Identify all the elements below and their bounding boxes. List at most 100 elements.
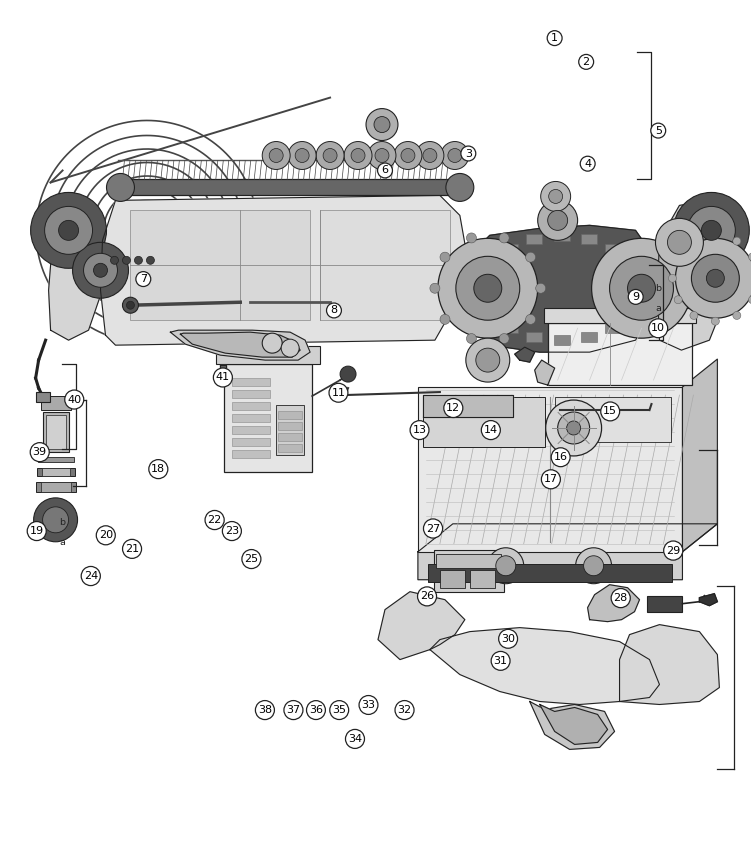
Polygon shape: [657, 201, 726, 350]
Bar: [475, 275, 491, 284]
Polygon shape: [49, 202, 105, 340]
Bar: [502, 323, 518, 333]
Bar: [232, 378, 270, 386]
Circle shape: [340, 366, 356, 383]
Circle shape: [375, 149, 389, 162]
Bar: [41, 396, 71, 410]
Circle shape: [748, 252, 752, 261]
Text: 6: 6: [381, 166, 389, 175]
Text: 9: 9: [632, 292, 639, 302]
Bar: [278, 411, 302, 419]
Circle shape: [474, 275, 502, 303]
Bar: [632, 275, 648, 284]
Bar: [553, 335, 570, 345]
Bar: [484, 258, 501, 267]
Circle shape: [584, 556, 604, 575]
Text: 27: 27: [426, 524, 440, 534]
Text: 5: 5: [655, 126, 662, 136]
Bar: [232, 402, 270, 410]
Circle shape: [366, 109, 398, 140]
Circle shape: [675, 296, 682, 303]
Polygon shape: [101, 196, 468, 345]
Circle shape: [496, 556, 516, 575]
Bar: [470, 570, 495, 587]
Polygon shape: [423, 395, 513, 417]
Polygon shape: [587, 585, 639, 621]
Text: 14: 14: [484, 425, 498, 435]
Circle shape: [135, 257, 142, 264]
Text: 32: 32: [398, 705, 411, 715]
Circle shape: [541, 181, 571, 212]
Circle shape: [323, 149, 337, 162]
Text: a: a: [655, 304, 661, 314]
Circle shape: [733, 311, 741, 320]
Circle shape: [675, 252, 682, 261]
Text: 19: 19: [29, 526, 44, 536]
Bar: [623, 258, 638, 267]
Circle shape: [538, 201, 578, 241]
Circle shape: [401, 149, 415, 162]
Text: b: b: [655, 284, 661, 293]
Text: 39: 39: [32, 447, 47, 457]
Circle shape: [416, 141, 444, 169]
Text: 8: 8: [330, 305, 338, 315]
Circle shape: [281, 339, 299, 357]
Circle shape: [691, 254, 739, 303]
Circle shape: [466, 333, 477, 343]
Bar: [37, 468, 74, 476]
Bar: [547, 323, 693, 385]
Bar: [276, 405, 304, 455]
Circle shape: [610, 257, 674, 320]
Circle shape: [592, 238, 691, 338]
Circle shape: [423, 149, 437, 162]
Bar: [434, 550, 504, 592]
Circle shape: [546, 400, 602, 456]
Text: 34: 34: [348, 734, 362, 744]
Bar: [418, 387, 682, 552]
Bar: [423, 397, 544, 447]
Bar: [581, 332, 597, 342]
Polygon shape: [378, 592, 465, 660]
Text: 2: 2: [583, 57, 590, 67]
Circle shape: [262, 333, 282, 353]
Circle shape: [440, 252, 450, 262]
Text: 10: 10: [651, 323, 666, 333]
Text: 31: 31: [493, 656, 508, 666]
Text: 12: 12: [446, 403, 460, 413]
Bar: [605, 323, 621, 333]
Circle shape: [438, 238, 538, 338]
Bar: [440, 570, 465, 587]
Bar: [35, 482, 75, 492]
Bar: [232, 414, 270, 422]
Polygon shape: [475, 225, 650, 352]
Polygon shape: [682, 359, 717, 552]
Bar: [278, 433, 302, 441]
Circle shape: [456, 257, 520, 320]
Circle shape: [111, 257, 119, 264]
Circle shape: [702, 220, 721, 241]
Circle shape: [262, 141, 290, 169]
Circle shape: [446, 173, 474, 201]
Bar: [130, 211, 310, 320]
Circle shape: [465, 338, 510, 382]
Circle shape: [466, 233, 477, 243]
Circle shape: [44, 207, 92, 254]
Bar: [120, 179, 459, 196]
Text: 13: 13: [413, 425, 426, 435]
Text: 36: 36: [309, 705, 323, 715]
Text: 4: 4: [584, 159, 591, 168]
Text: 3: 3: [465, 149, 472, 158]
Bar: [46, 415, 65, 449]
Circle shape: [394, 141, 422, 169]
Polygon shape: [514, 347, 535, 362]
Bar: [632, 292, 648, 303]
Polygon shape: [171, 330, 310, 360]
Polygon shape: [180, 332, 300, 357]
Text: 21: 21: [125, 544, 139, 554]
Circle shape: [316, 141, 344, 169]
Circle shape: [526, 314, 535, 325]
Text: 26: 26: [420, 592, 434, 602]
Circle shape: [430, 283, 440, 293]
Bar: [278, 444, 302, 452]
Circle shape: [441, 141, 468, 169]
